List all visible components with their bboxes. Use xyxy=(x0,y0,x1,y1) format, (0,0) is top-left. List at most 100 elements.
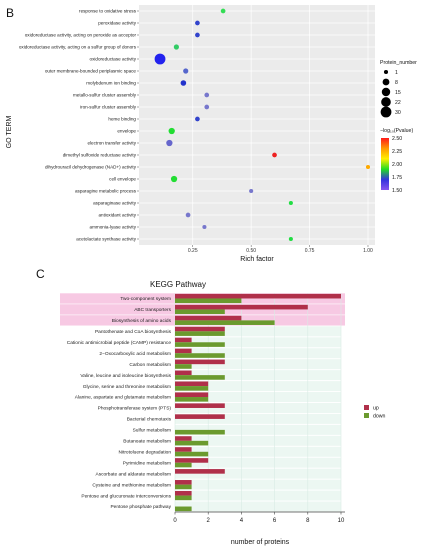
go-term-point xyxy=(204,92,210,98)
go-term-label: oxidoreductase activity, acting on perox… xyxy=(25,33,137,38)
size-legend-dot xyxy=(381,97,391,107)
size-legend-title: Protein_number xyxy=(380,60,417,66)
row-highlight xyxy=(175,359,341,370)
y-axis-title: GO TERM xyxy=(6,116,13,149)
pathway-label: ABC transporters xyxy=(134,307,171,313)
size-legend-dot xyxy=(383,69,389,75)
go-term-label: asparagine metabolic process xyxy=(75,189,137,194)
bar-up xyxy=(175,436,192,441)
bar-up xyxy=(175,348,192,354)
bar-up xyxy=(175,304,308,310)
kegg-chart-title: KEGG Pathway xyxy=(150,280,206,289)
legend-label-up: up xyxy=(373,406,379,412)
color-legend-tick: 1.75 xyxy=(392,175,402,181)
go-term-label: acetolactate synthase activity xyxy=(76,237,136,242)
go-term-label: outer membrane-bounded periplasmic space xyxy=(45,69,137,74)
pathway-label: Phosphotransferase system (PTS) xyxy=(98,406,172,412)
bar-up xyxy=(175,337,192,343)
size-legend-label: 1 xyxy=(395,70,398,76)
bar-up xyxy=(175,359,225,365)
size-legend-label: 30 xyxy=(395,110,401,116)
bar-down xyxy=(175,353,225,358)
x-axis-ticks: 0.25 0.50 0.75 1.00 xyxy=(188,245,373,254)
go-term-label: response to oxidative stress xyxy=(79,9,137,14)
row-highlight xyxy=(175,457,341,468)
go-term-point xyxy=(170,175,178,183)
bar-down xyxy=(175,298,242,304)
bar-down xyxy=(175,397,209,402)
x-axis-ticks: 0 2 4 6 8 10 xyxy=(173,512,345,524)
bar-down xyxy=(175,364,192,369)
go-term-point xyxy=(249,188,254,194)
go-term-point xyxy=(168,127,175,135)
pathway-label: Bacterial chemotaxis xyxy=(127,417,172,423)
pathway-label: Two-component system xyxy=(120,296,171,302)
go-term-point xyxy=(180,80,187,86)
go-term-label: peroxidase activity xyxy=(98,21,136,26)
bar-up xyxy=(175,392,209,398)
bar-up xyxy=(175,370,192,376)
pathway-label: Butanoate metabolism xyxy=(123,439,171,445)
size-legend-dot xyxy=(380,106,392,118)
row-highlight xyxy=(175,403,341,413)
size-legend-label: 15 xyxy=(395,90,401,96)
bar-down xyxy=(175,484,192,490)
x-tick-label: 10 xyxy=(338,518,345,524)
bar-down xyxy=(175,386,209,391)
row-highlight xyxy=(175,370,341,381)
x-tick-label: 0 xyxy=(173,518,177,524)
x-tick-label: 6 xyxy=(273,518,277,524)
go-term-point xyxy=(202,224,207,230)
plot-background xyxy=(139,5,375,245)
go-term-label: ammonia-lyase activity xyxy=(90,225,137,230)
kegg-legend: up down xyxy=(364,405,386,420)
row-highlight xyxy=(175,337,341,348)
panel-b-letter: B xyxy=(6,6,14,20)
row-highlight xyxy=(175,424,341,435)
row-highlight xyxy=(175,413,341,424)
go-term-label: electron transfer activity xyxy=(87,141,136,146)
go-term-point xyxy=(173,44,179,50)
bar-up xyxy=(175,458,209,463)
go-term-points xyxy=(154,8,371,242)
bar-up xyxy=(175,381,209,387)
pathway-label: Biosynthesis of amino acids xyxy=(112,318,172,324)
bar-up xyxy=(175,490,192,496)
go-term-point xyxy=(204,104,210,110)
protein-number-legend: Protein_number 1 8 15 22 30 xyxy=(380,60,417,118)
row-highlight xyxy=(175,392,341,402)
bar-down xyxy=(175,309,225,315)
legend-label-down: down xyxy=(373,414,386,420)
pathway-label: 2−Oxocarboxylic acid metabolism xyxy=(99,351,171,357)
size-legend-dot xyxy=(382,78,390,86)
x-tick-label: 0.25 xyxy=(188,248,198,254)
go-term-label: dimethyl sulfoxide reductase activity xyxy=(63,153,137,158)
color-legend-tick: 2.00 xyxy=(392,162,402,168)
color-legend-tick: 2.50 xyxy=(392,136,402,142)
x-tick-label: 8 xyxy=(306,518,310,524)
color-legend-tick: 2.25 xyxy=(392,149,402,155)
bar-down xyxy=(175,320,275,325)
go-term-label: envelope xyxy=(117,129,136,134)
bar-up xyxy=(175,315,242,321)
grid-lines xyxy=(139,5,375,245)
bar-up xyxy=(175,414,225,419)
row-highlight xyxy=(175,446,341,457)
pathway-label: Glycine, serine and threonine metabolism xyxy=(83,384,171,390)
kegg-bar-chart: KEGG Pathway Two-component system ABC tra… xyxy=(60,280,386,546)
size-legend-label: 22 xyxy=(395,100,401,106)
x-axis-title: Rich factor xyxy=(240,256,274,263)
pathway-label: Pantothenate and CoA biosynthesis xyxy=(95,329,172,335)
kegg-bars xyxy=(175,293,341,512)
x-tick-label: 0.50 xyxy=(246,248,256,254)
pathway-label: Pyrimidine metabolism xyxy=(123,460,171,466)
go-term-point xyxy=(183,68,189,74)
bar-down xyxy=(175,506,192,512)
x-tick-label: 0.75 xyxy=(305,248,315,254)
legend-swatch-up xyxy=(364,405,369,410)
go-term-bubble-chart: response to oxidative stress peroxidase a… xyxy=(6,5,417,263)
go-term-point xyxy=(195,20,200,26)
color-legend-title: −log₁₀(Pvalue) xyxy=(380,128,413,134)
row-highlight xyxy=(175,501,341,512)
go-term-point xyxy=(195,32,200,38)
